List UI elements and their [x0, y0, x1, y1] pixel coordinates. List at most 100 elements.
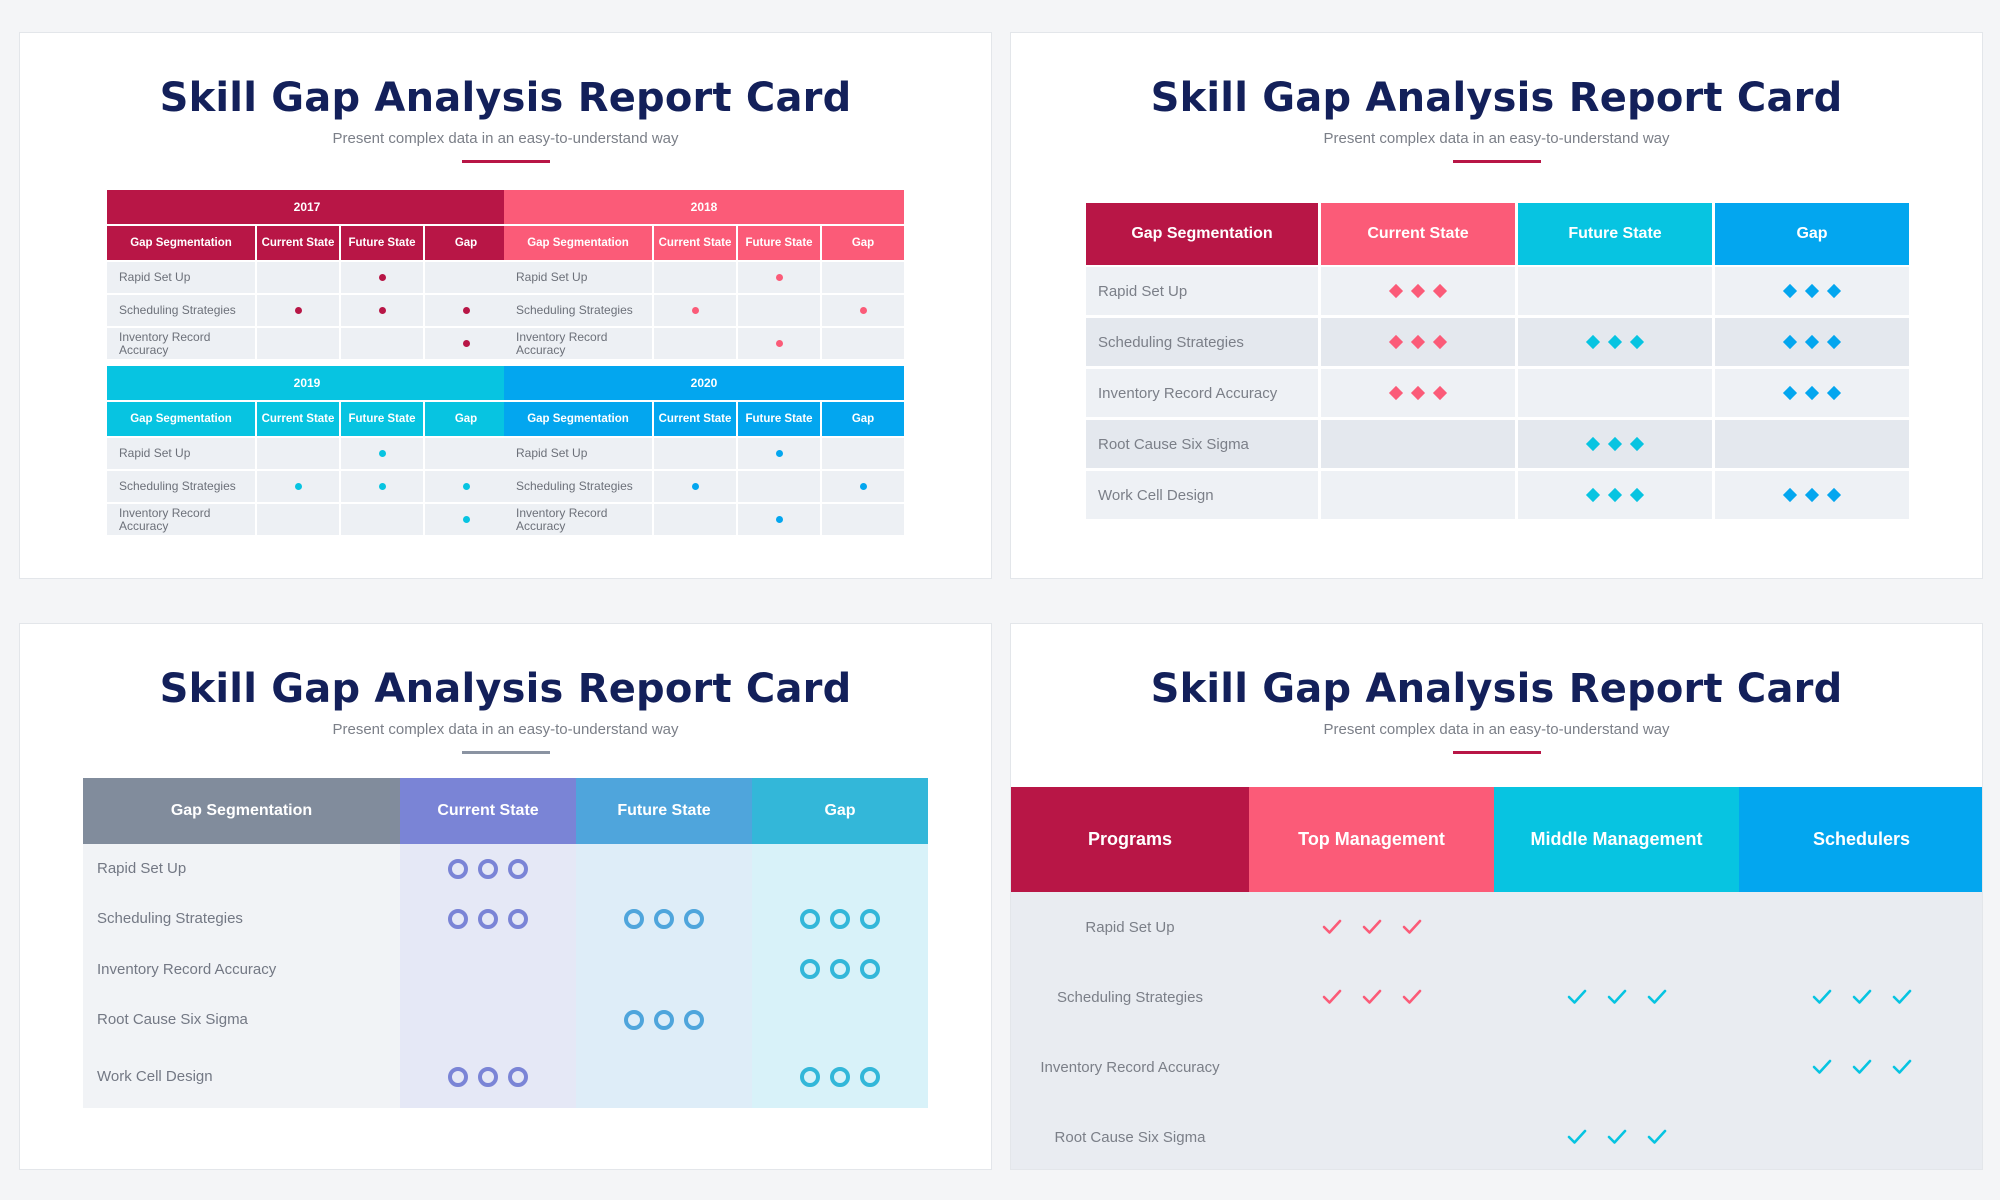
rating-cell — [1321, 369, 1515, 417]
row-label: Root Cause Six Sigma — [1054, 1128, 1206, 1146]
checkmark-icon — [1607, 1129, 1626, 1144]
diamond-icon — [1607, 436, 1623, 452]
diamond-icon — [1607, 334, 1623, 350]
column-header: Future State — [1518, 203, 1712, 265]
row-label: Rapid Set Up — [97, 860, 187, 877]
row-label: Inventory Record Accuracy — [1086, 369, 1318, 417]
row-label: Scheduling Strategies — [107, 295, 255, 326]
rating-cell — [738, 504, 820, 535]
diamond-icon — [1585, 334, 1601, 350]
checkmark-icon — [1402, 989, 1421, 1004]
rating-cell — [1715, 420, 1909, 468]
checkmark-icon — [1607, 989, 1626, 1004]
diamond-icon — [1388, 283, 1404, 299]
ring-icon — [830, 959, 850, 979]
rating-dot — [859, 307, 867, 314]
row-label: Work Cell Design — [97, 1068, 213, 1085]
column-header: Gap — [822, 402, 904, 436]
diamond-icon — [1826, 283, 1842, 299]
rating-cell — [752, 1045, 928, 1108]
card-title: Skill Gap Analysis Report Card — [159, 666, 852, 712]
row-label: Inventory Record Accuracy — [97, 960, 277, 978]
rating-cell — [752, 844, 928, 893]
diamond-icon — [1782, 283, 1798, 299]
rating-cell — [1715, 267, 1909, 315]
rating-cell — [257, 295, 339, 326]
checkmark-icon — [1647, 1129, 1666, 1144]
row-label: Rapid Set Up — [107, 438, 255, 469]
diamond-icon — [1782, 334, 1798, 350]
rating-cell — [1715, 471, 1909, 519]
row-label: Rapid Set Up — [504, 262, 652, 293]
row-label: Scheduling Strategies — [1086, 318, 1318, 366]
rating-cell — [1321, 318, 1515, 366]
checkmark-icon — [1402, 919, 1421, 934]
diamond-icon — [1782, 487, 1798, 503]
card-title: Skill Gap Analysis Report Card — [1150, 666, 1843, 712]
rating-cell — [576, 944, 752, 994]
card-title: Skill Gap Analysis Report Card — [159, 75, 852, 121]
row-label: Scheduling Strategies — [504, 471, 652, 502]
rating-cell — [654, 295, 736, 326]
checkmark-icon — [1892, 1059, 1911, 1074]
rating-dot — [691, 483, 699, 490]
diamond-icon — [1629, 436, 1645, 452]
rating-cell — [752, 893, 928, 944]
rating-cell — [1739, 1032, 1982, 1102]
column-header: Future State — [341, 226, 423, 260]
report-card-years: Skill Gap Analysis Report Card Present c… — [19, 32, 992, 579]
checkmark-icon — [1852, 989, 1871, 1004]
rating-cell — [400, 893, 576, 944]
diamond-icon — [1804, 283, 1820, 299]
ring-icon — [684, 908, 704, 929]
ring-icon — [624, 908, 644, 929]
checkmark-icon — [1647, 989, 1666, 1004]
card-subtitle: Present complex data in an easy-to-under… — [332, 130, 679, 147]
rating-dot — [462, 483, 470, 490]
row-label: Root Cause Six Sigma — [1086, 420, 1318, 468]
row-label: Inventory Record Accuracy — [107, 504, 255, 535]
rating-dot — [775, 516, 783, 523]
diamond-icon — [1826, 334, 1842, 350]
report-card-rings: Skill Gap Analysis Report Card Present c… — [19, 623, 992, 1170]
rating-cell — [1249, 962, 1494, 1032]
diamond-icon — [1432, 283, 1448, 299]
rating-cell — [341, 295, 423, 326]
row-label: Work Cell Design — [1086, 471, 1318, 519]
rating-cell — [738, 328, 820, 359]
ring-icon — [830, 1066, 850, 1087]
column-body — [83, 844, 400, 1108]
rating-cell — [425, 471, 507, 502]
column-header: Gap — [1715, 203, 1909, 265]
rating-cell — [257, 438, 339, 469]
ring-icon — [860, 908, 880, 929]
column-header: Gap — [752, 778, 928, 844]
ring-icon — [448, 908, 468, 929]
ring-icon — [860, 1066, 880, 1087]
checkmark-icon — [1812, 1059, 1831, 1074]
rating-dot — [775, 274, 783, 281]
rating-dot — [775, 340, 783, 347]
rating-cell — [1249, 1102, 1494, 1169]
rating-cell — [576, 1045, 752, 1108]
ring-icon — [508, 1066, 528, 1087]
year-header: 2020 — [504, 366, 904, 400]
rating-cell — [1518, 267, 1712, 315]
column-header: Current State — [400, 778, 576, 844]
report-card-diamonds: Skill Gap Analysis Report Card Present c… — [1010, 32, 1983, 579]
ring-icon — [860, 959, 880, 979]
column-header: Current State — [654, 226, 736, 260]
row-label: Inventory Record Accuracy — [504, 328, 652, 359]
column-header: Gap Segmentation — [504, 402, 652, 436]
rating-cell — [425, 262, 507, 293]
row-label: Rapid Set Up — [1086, 267, 1318, 315]
card-subtitle: Present complex data in an easy-to-under… — [1323, 130, 1670, 147]
row-label: Rapid Set Up — [504, 438, 652, 469]
column-header: Gap — [822, 226, 904, 260]
row-label: Scheduling Strategies — [504, 295, 652, 326]
rating-cell — [1739, 1102, 1982, 1169]
diamond-icon — [1388, 334, 1404, 350]
column-header: Programs — [1011, 787, 1249, 892]
rating-cell — [341, 471, 423, 502]
rating-dot — [294, 483, 302, 490]
